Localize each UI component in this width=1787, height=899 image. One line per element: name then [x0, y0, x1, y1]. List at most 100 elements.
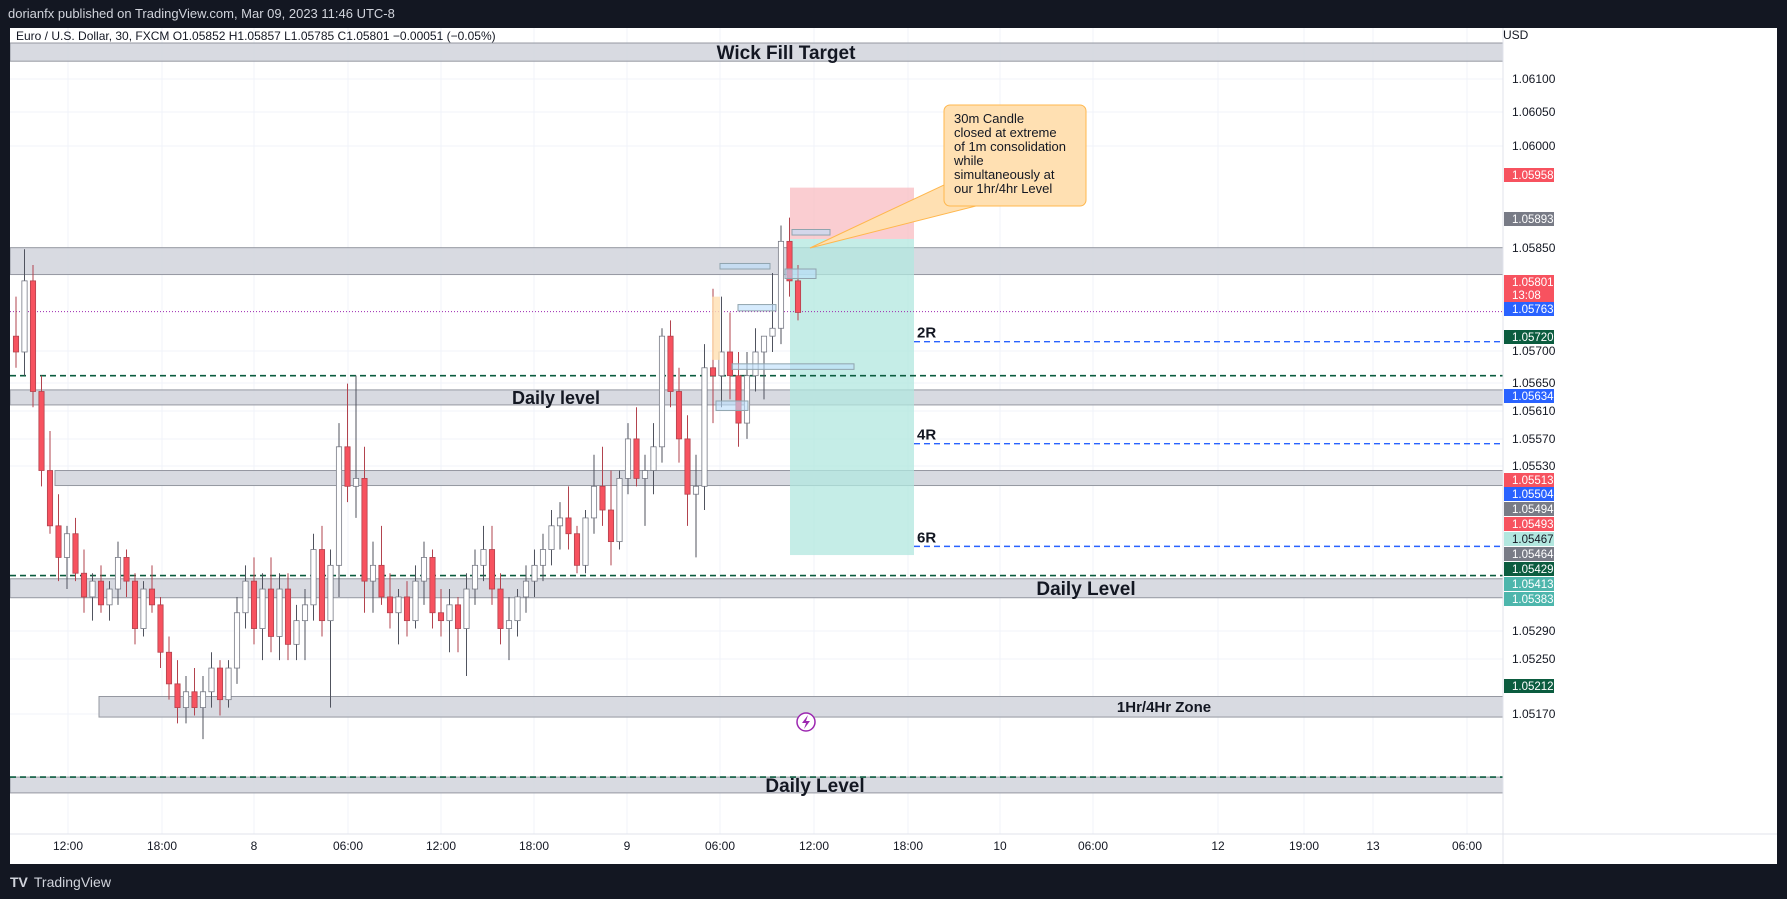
candle: [658, 328, 666, 463]
overlay-boxes: [712, 229, 855, 411]
callout-line: 30m Candle: [954, 111, 1024, 126]
x-tick-label: 9: [624, 839, 631, 853]
price-tag: [1504, 168, 1554, 182]
candle: [259, 573, 266, 661]
candle: [539, 533, 547, 582]
candle: [114, 541, 122, 605]
price-tag-value: 1.05893: [1512, 214, 1554, 226]
countdown-value: 13:08: [1512, 290, 1541, 302]
candle: [199, 675, 207, 740]
candle: [55, 494, 62, 582]
price-tag: [1504, 532, 1554, 546]
candle: [471, 549, 479, 605]
candle: [97, 565, 105, 613]
x-tick-label: 12:00: [426, 839, 456, 853]
candle: [250, 557, 258, 645]
callout-line: simultaneously at: [954, 167, 1055, 182]
candle: [131, 573, 139, 645]
candle: [335, 423, 343, 597]
candle: [233, 596, 241, 684]
price-tag-value: 1.05212: [1512, 681, 1554, 693]
candle: [548, 510, 555, 566]
chart-frame[interactable]: Wick Fill Target Daily level Daily Level 1H…: [10, 28, 1777, 864]
candle: [106, 581, 113, 621]
price-tag-value: 1.05634: [1512, 391, 1554, 403]
price-axis-bg: [1503, 28, 1777, 834]
candle: [182, 675, 190, 724]
x-tick-label: 06:00: [1452, 839, 1482, 853]
y-tick-label: 1.05250: [1512, 652, 1556, 666]
footer-bar: TV TradingView: [0, 864, 1787, 899]
candle: [769, 272, 776, 352]
symbol-info: Euro / U.S. Dollar, 30, FXCM O1.05852 H1…: [16, 29, 496, 43]
price-tag-value: 1.05504: [1512, 489, 1554, 501]
y-tick-label: 1.05650: [1512, 376, 1556, 390]
x-tick-label: 8: [251, 839, 258, 853]
candle: [29, 265, 37, 408]
candle: [573, 525, 581, 574]
candle: [12, 296, 20, 368]
candle: [446, 589, 453, 653]
price-tag: [1504, 502, 1554, 516]
candle: [395, 589, 402, 645]
event-marker-icon[interactable]: [796, 712, 816, 732]
candle: [675, 367, 683, 463]
y-tick-label: 1.05530: [1512, 459, 1556, 473]
callout-line: closed at extreme: [954, 125, 1057, 140]
y-tick-label: 1.05290: [1512, 624, 1556, 638]
x-tick-label: 10: [993, 839, 1007, 853]
x-tick-label: 13: [1366, 839, 1380, 853]
candle: [80, 549, 88, 613]
price-tag-value: 1.05801: [1512, 277, 1554, 289]
candle: [505, 596, 513, 661]
candle: [582, 510, 589, 574]
candle: [38, 375, 45, 487]
price-tag: [1504, 562, 1554, 576]
consolidation-box: [719, 262, 771, 270]
y-tick-label: 1.06050: [1512, 105, 1556, 119]
target-zone: [790, 238, 914, 556]
consolidation-box: [715, 400, 749, 411]
candle: [123, 549, 130, 597]
price-tag-value: 1.05467: [1512, 534, 1554, 546]
candle: [369, 541, 377, 613]
callout-line: our 1hr/4hr Level: [954, 181, 1052, 196]
price-axis: 1.06100 1.06050 1.06000 1.05850 1.05700 1.056…: [1502, 28, 1777, 864]
zone-label: Daily Level: [1036, 579, 1135, 600]
candle: [157, 596, 164, 669]
short-position: [790, 187, 914, 556]
x-tick-label: 18:00: [519, 839, 549, 853]
candle: [174, 660, 181, 724]
time-axis: 12:00 18:00 8 06:00 12:00 18:00 9 06:00 12:00 18:…: [10, 712, 1777, 853]
candle: [344, 383, 351, 503]
candle: [667, 320, 674, 408]
r-label: 2R: [917, 325, 936, 342]
candle: [556, 502, 564, 550]
x-tick-label: 18:00: [147, 839, 177, 853]
tradingview-logo[interactable]: TV TradingView: [10, 874, 111, 890]
price-chart[interactable]: Wick Fill Target Daily level Daily Level 1H…: [10, 28, 1777, 864]
consolidation-box: [737, 304, 777, 312]
publish-info: dorianfx published on TradingView.com, M…: [8, 6, 395, 21]
candle: [454, 596, 462, 653]
candle: [514, 589, 521, 637]
price-tag: [1504, 275, 1554, 289]
r-label: 4R: [917, 427, 936, 444]
candle: [208, 652, 215, 708]
candle: [726, 312, 734, 400]
candle: [531, 549, 538, 597]
candle: [752, 328, 759, 392]
currency-label: USD: [1503, 28, 1529, 42]
price-tag-value: 1.05464: [1512, 549, 1554, 561]
y-tick-label: 1.06000: [1512, 139, 1556, 153]
price-tag: [1504, 212, 1554, 226]
candle: [403, 581, 411, 637]
candle: [267, 557, 275, 653]
candle: [276, 573, 283, 661]
candle: [599, 446, 606, 526]
tradingview-logo-icon: TV: [10, 874, 28, 890]
price-tag-value: 1.05494: [1512, 504, 1554, 516]
price-tag-value: 1.05958: [1512, 170, 1554, 182]
candle: [378, 525, 385, 605]
r-label: 6R: [917, 529, 936, 546]
